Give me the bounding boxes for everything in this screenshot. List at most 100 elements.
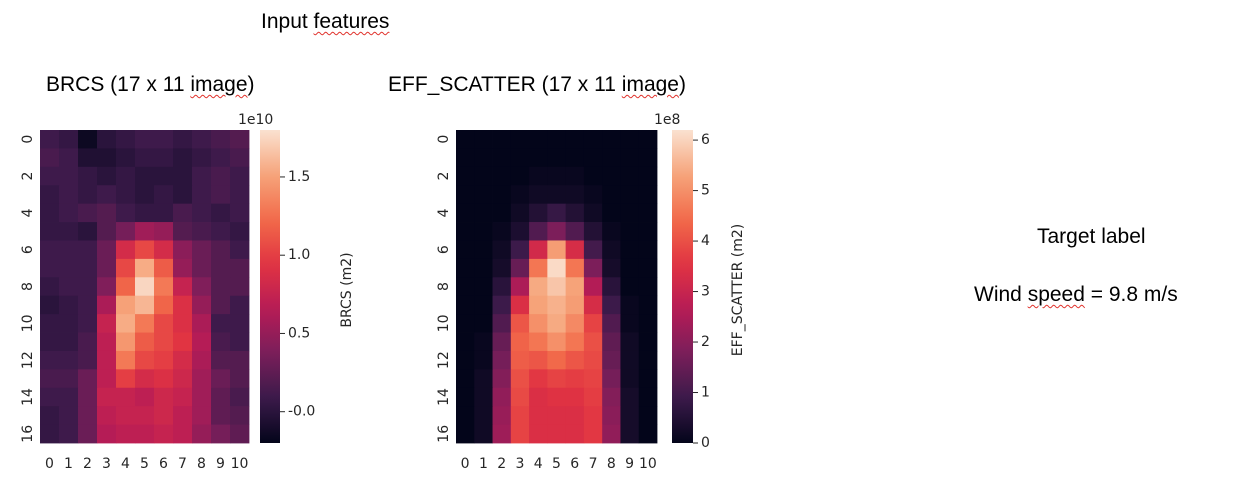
heatmap-cell — [638, 314, 658, 333]
heatmap-cell — [135, 203, 155, 223]
heatmap-cell — [583, 314, 603, 333]
heatmap-cell — [638, 203, 658, 223]
target-heading: Target label — [1037, 225, 1146, 248]
heatmap-cell — [135, 295, 155, 315]
heatmap-cell — [154, 369, 174, 389]
heatmap-cell — [583, 148, 603, 168]
heatmap-cell — [565, 258, 585, 278]
heatmap-cell — [211, 424, 231, 444]
heatmap-cell — [474, 314, 493, 333]
colorbar-tick-label: 3 — [701, 284, 710, 300]
heatmap-cell — [59, 406, 79, 425]
heatmap-cell — [565, 148, 585, 168]
heatmap-cell — [230, 406, 250, 425]
heatmap-cell — [59, 222, 79, 241]
heatmap-cell — [474, 258, 493, 278]
heatmap-cell — [547, 203, 567, 223]
heatmap-cell — [97, 314, 117, 333]
heatmap-cell — [192, 314, 212, 333]
heatmap-cell — [583, 130, 603, 149]
heatmap-cell — [192, 222, 212, 241]
y-tick-label: 4 — [20, 208, 36, 217]
heatmap-cell — [492, 277, 512, 297]
heatmap-cell — [602, 295, 621, 315]
heatmap-cell — [510, 240, 530, 260]
heatmap-cell — [474, 240, 493, 260]
heatmap-cell — [230, 130, 250, 149]
heatmap-cell — [78, 387, 98, 407]
heatmap-cell — [492, 130, 512, 149]
heatmap-cell — [583, 406, 603, 425]
heatmap-cell — [173, 277, 193, 297]
colorbar-label: BRCS (m2) — [339, 252, 355, 327]
heatmap-cell — [59, 424, 79, 444]
heatmap-cell — [135, 424, 155, 444]
heatmap-cell — [78, 222, 98, 241]
heatmap-cell — [565, 314, 585, 333]
heatmap-cell — [529, 203, 548, 223]
heatmap-cell — [547, 166, 567, 186]
heatmap-cell — [620, 185, 640, 205]
x-tick-label: 4 — [534, 456, 543, 472]
heatmap-cell — [602, 130, 621, 149]
colorbar-tick-label: 5 — [701, 183, 710, 199]
heatmap-cell — [547, 277, 567, 297]
heatmap-cell — [510, 130, 530, 149]
heatmap-cell — [547, 148, 567, 168]
heatmap-cell — [583, 258, 603, 278]
heatmap-cell — [192, 387, 212, 407]
heatmap-cell — [529, 369, 548, 389]
heatmap-cell — [135, 240, 155, 260]
heatmap-cell — [173, 222, 193, 241]
heatmap-cell — [192, 240, 212, 260]
heatmap-cell — [547, 314, 567, 333]
heatmap-cell — [116, 185, 136, 205]
heatmap-cell — [116, 203, 136, 223]
y-tick-label: 12 — [436, 351, 452, 369]
heatmap-cell — [230, 222, 250, 241]
heatmap-cell — [620, 130, 640, 149]
panel-title-eff-main: EFF_SCATTER (17 x 11 — [388, 73, 622, 96]
heatmap-cell — [135, 406, 155, 425]
heatmap-cell — [583, 166, 603, 186]
heatmap-cell — [638, 369, 658, 389]
heatmap-cell — [40, 148, 60, 168]
heatmap-cell — [602, 314, 621, 333]
page-title-wavy: features — [313, 10, 390, 33]
heatmap-cell — [230, 387, 250, 407]
heatmap-cell — [638, 240, 658, 260]
y-tick-label: 6 — [436, 245, 452, 254]
heatmap-cell — [116, 332, 136, 352]
heatmap-cell — [192, 185, 212, 205]
y-tick-label: 12 — [20, 351, 36, 369]
heatmap-cell — [97, 387, 117, 407]
heatmap-cell — [78, 130, 98, 149]
heatmap-cell — [547, 130, 567, 149]
heatmap-cell — [529, 166, 548, 186]
heatmap-cell — [135, 166, 155, 186]
x-tick-label: 5 — [552, 456, 561, 472]
heatmap-cell — [173, 332, 193, 352]
heatmap-cell — [154, 203, 174, 223]
heatmap-cell — [97, 332, 117, 352]
heatmap-cell — [78, 424, 98, 444]
heatmap-cell — [492, 185, 512, 205]
heatmap-cell — [547, 258, 567, 278]
heatmap-cell — [230, 369, 250, 389]
heatmap-cell — [78, 369, 98, 389]
heatmap-cell — [602, 203, 621, 223]
y-tick-label: 6 — [20, 245, 36, 254]
heatmap-cell — [456, 148, 475, 168]
heatmap-cell — [474, 295, 493, 315]
heatmap-cell — [154, 350, 174, 370]
heatmap-cell — [192, 424, 212, 444]
heatmap-cell — [547, 350, 567, 370]
heatmap-cell — [638, 387, 658, 407]
heatmap-cell — [620, 314, 640, 333]
heatmap-cell — [492, 406, 512, 425]
heatmap-cell — [510, 203, 530, 223]
heatmap-cell — [173, 166, 193, 186]
y-tick-label: 2 — [436, 172, 452, 181]
heatmap-cell — [135, 369, 155, 389]
heatmap-cell — [565, 166, 585, 186]
